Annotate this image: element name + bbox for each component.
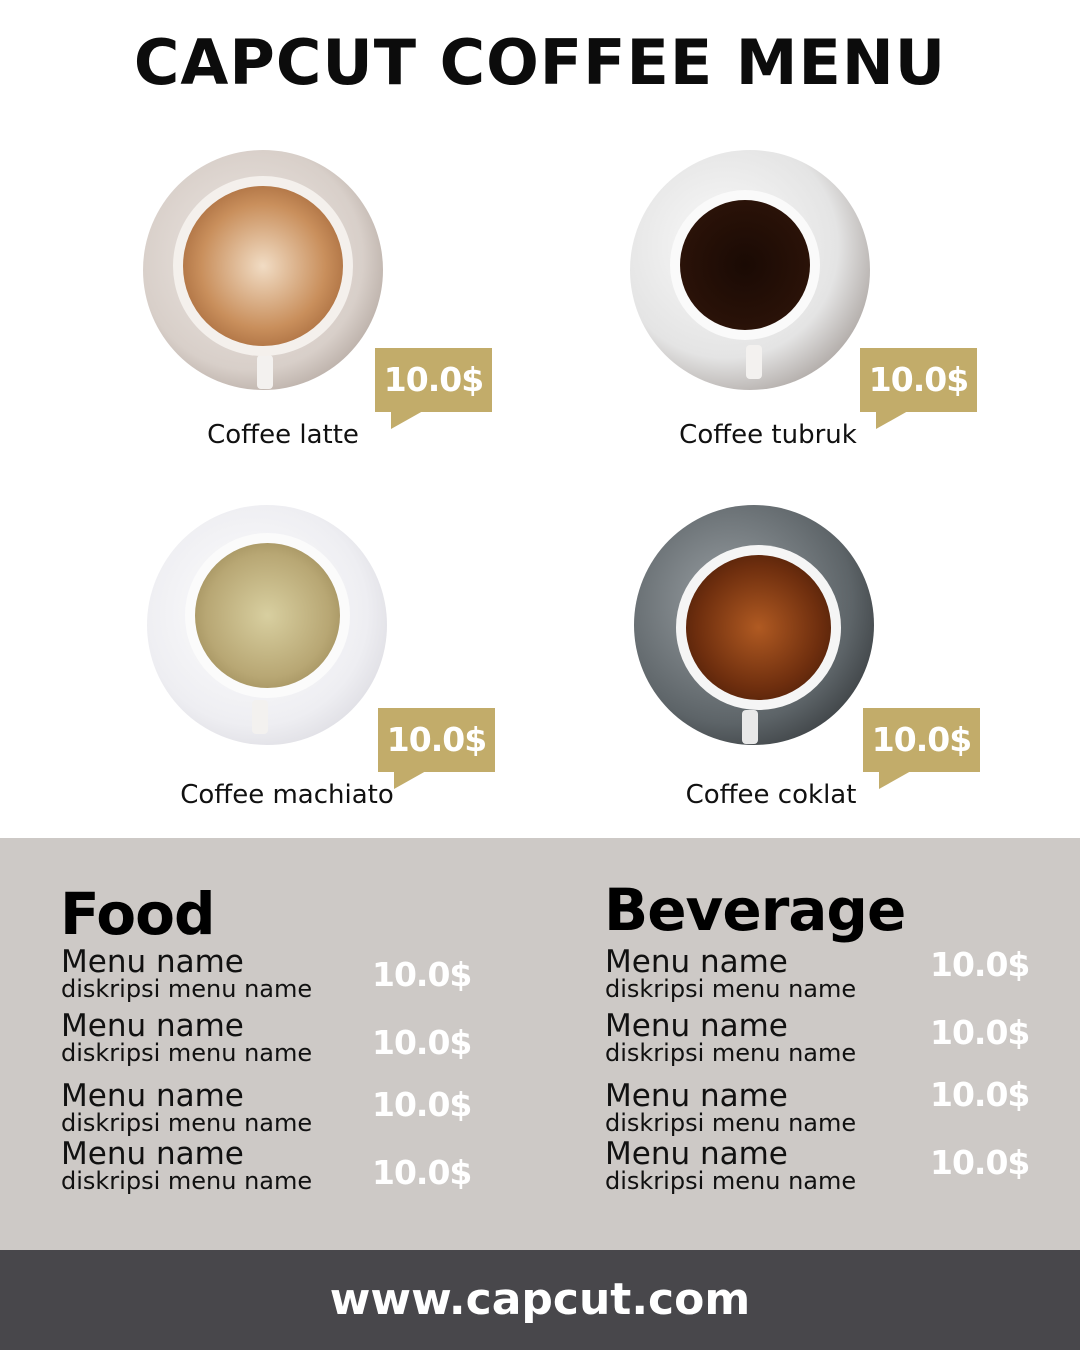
website-link[interactable]: www.capcut.com xyxy=(0,1250,1080,1350)
food-item: Menu name diskripsi menu name xyxy=(61,944,313,1003)
food-item: Menu name diskripsi menu name xyxy=(61,1136,313,1195)
item-desc: diskripsi menu name xyxy=(605,975,857,1003)
item-name: Menu name xyxy=(61,944,244,980)
item-name: Menu name xyxy=(61,1008,244,1044)
item-desc: diskripsi menu name xyxy=(61,1167,313,1195)
item-price: 10.0$ xyxy=(372,1023,472,1062)
item-name: Menu name xyxy=(605,1078,788,1114)
coffee-latte-image xyxy=(143,150,383,390)
item-name: Menu name xyxy=(605,1136,788,1172)
item-desc: diskripsi menu name xyxy=(605,1109,857,1137)
price-tag: 10.0$ xyxy=(378,708,495,789)
item-price: 10.0$ xyxy=(930,945,1030,984)
product-name: Coffee tubruk xyxy=(679,420,857,450)
beverage-title: Beverage xyxy=(604,876,906,944)
product-name: Coffee machiato xyxy=(180,780,394,810)
item-name: Menu name xyxy=(61,1136,244,1172)
item-name: Menu name xyxy=(605,944,788,980)
menu-title: CAPCUT COFFEE MENU xyxy=(133,26,947,99)
coffee-coklat-image xyxy=(634,505,874,745)
product-name: Coffee coklat xyxy=(685,780,857,810)
item-price: 10.0$ xyxy=(930,1013,1030,1052)
food-title: Food xyxy=(60,880,215,948)
product-name: Coffee latte xyxy=(207,420,359,450)
item-desc: diskripsi menu name xyxy=(605,1039,857,1067)
coffee-tubruk-image xyxy=(630,150,870,390)
price-tag: 10.0$ xyxy=(863,708,980,789)
food-item: Menu name diskripsi menu name xyxy=(61,1008,313,1067)
coffee-machiato-image xyxy=(147,505,387,745)
food-item: Menu name diskripsi menu name xyxy=(61,1078,313,1137)
menu-list-section xyxy=(0,838,1080,1250)
beverage-item: Menu name diskripsi menu name xyxy=(605,944,857,1003)
beverage-item: Menu name diskripsi menu name xyxy=(605,1136,857,1195)
beverage-item: Menu name diskripsi menu name xyxy=(605,1078,857,1137)
item-price: 10.0$ xyxy=(372,955,472,994)
item-desc: diskripsi menu name xyxy=(605,1167,857,1195)
item-price: 10.0$ xyxy=(930,1143,1030,1182)
item-desc: diskripsi menu name xyxy=(61,1039,313,1067)
item-desc: diskripsi menu name xyxy=(61,975,313,1003)
price-tag: 10.0$ xyxy=(860,348,977,429)
item-price: 10.0$ xyxy=(930,1075,1030,1114)
price-tag: 10.0$ xyxy=(375,348,492,429)
item-price: 10.0$ xyxy=(372,1153,472,1192)
item-price: 10.0$ xyxy=(372,1085,472,1124)
item-name: Menu name xyxy=(605,1008,788,1044)
item-desc: diskripsi menu name xyxy=(61,1109,313,1137)
beverage-item: Menu name diskripsi menu name xyxy=(605,1008,857,1067)
item-name: Menu name xyxy=(61,1078,244,1114)
